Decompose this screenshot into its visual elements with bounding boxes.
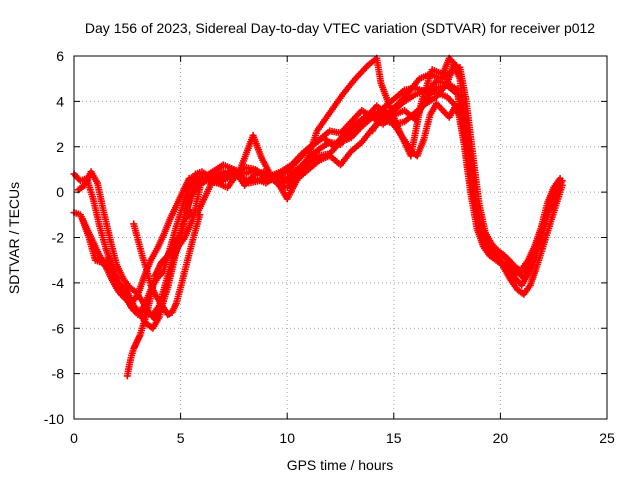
data-point xyxy=(454,63,462,71)
data-point-dense xyxy=(452,62,460,70)
y-tick-label: 6 xyxy=(56,48,64,64)
chart-grid xyxy=(74,56,607,419)
y-tick-label: 4 xyxy=(56,93,64,109)
x-tick-label: 10 xyxy=(279,430,295,446)
y-tick-label: -6 xyxy=(52,320,65,336)
plot-area xyxy=(70,54,566,380)
chart-title: Day 156 of 2023, Sidereal Day-to-day VTE… xyxy=(85,20,595,36)
x-axis: 0 5 10 15 20 25 xyxy=(70,56,615,446)
y-axis-label: SDTVAR / TECUs xyxy=(6,182,22,294)
x-tick-label: 5 xyxy=(177,430,185,446)
x-tick-label: 15 xyxy=(386,430,402,446)
x-tick-label: 20 xyxy=(493,430,509,446)
x-axis-label: GPS time / hours xyxy=(287,457,394,473)
y-tick-label: -8 xyxy=(52,366,65,382)
data-point xyxy=(558,181,566,189)
y-tick-label: 0 xyxy=(56,184,64,200)
data-series-5 xyxy=(91,61,566,319)
y-axis: -10 -8 -6 -4 -2 0 2 4 6 xyxy=(44,48,607,427)
data-series-6 xyxy=(123,54,462,380)
data-series-8 xyxy=(368,100,468,160)
y-tick-label: 2 xyxy=(56,139,64,155)
data-series-3 xyxy=(74,86,564,323)
data-point xyxy=(460,134,468,142)
x-tick-label: 25 xyxy=(599,430,615,446)
x-tick-label: 0 xyxy=(70,430,78,446)
data-point xyxy=(196,211,204,219)
y-tick-label: -4 xyxy=(52,275,65,291)
y-tick-label: -10 xyxy=(44,411,64,427)
data-series-7 xyxy=(130,211,204,319)
y-tick-label: -2 xyxy=(52,230,65,246)
data-point-dense xyxy=(173,235,181,243)
plot-frame xyxy=(73,55,608,420)
